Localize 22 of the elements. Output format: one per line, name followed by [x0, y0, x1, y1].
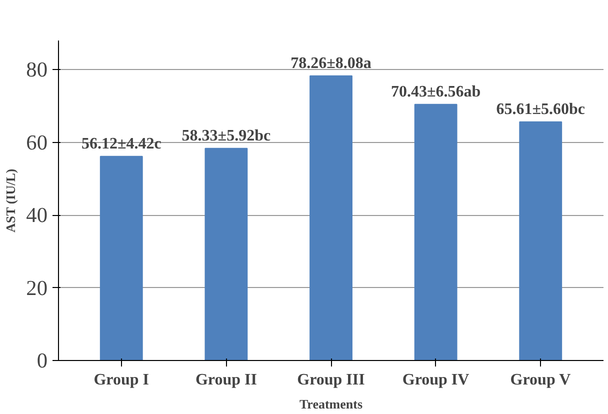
y-tick-label: 80 [26, 58, 48, 82]
bar [414, 104, 458, 360]
bar [204, 148, 248, 360]
y-tick-label: 0 [36, 348, 48, 372]
x-axis-title: Treatments [299, 396, 363, 412]
x-tick-label: Group I [94, 372, 150, 388]
x-tick-label: Group II [195, 372, 257, 388]
data-label: 78.26±8.08a [290, 54, 372, 72]
data-label: 70.43±6.56ab [390, 83, 481, 100]
y-tick-label: 40 [26, 203, 48, 228]
data-label: 58.33±5.92bc [182, 127, 271, 144]
bar [100, 156, 143, 360]
y-tick-label: 20 [26, 276, 48, 300]
data-label: 56.12±4.42c [81, 135, 162, 152]
bar [310, 75, 352, 360]
bar [519, 121, 562, 360]
x-tick-label: Group III [297, 372, 365, 388]
x-tick-label: Group V [510, 372, 572, 388]
data-label: 65.61±5.60bc [496, 100, 586, 118]
x-tick-label: Group IV [402, 372, 470, 388]
y-tick-label: 60 [26, 130, 48, 154]
y-axis-title: AST (IU/L) [3, 168, 18, 232]
